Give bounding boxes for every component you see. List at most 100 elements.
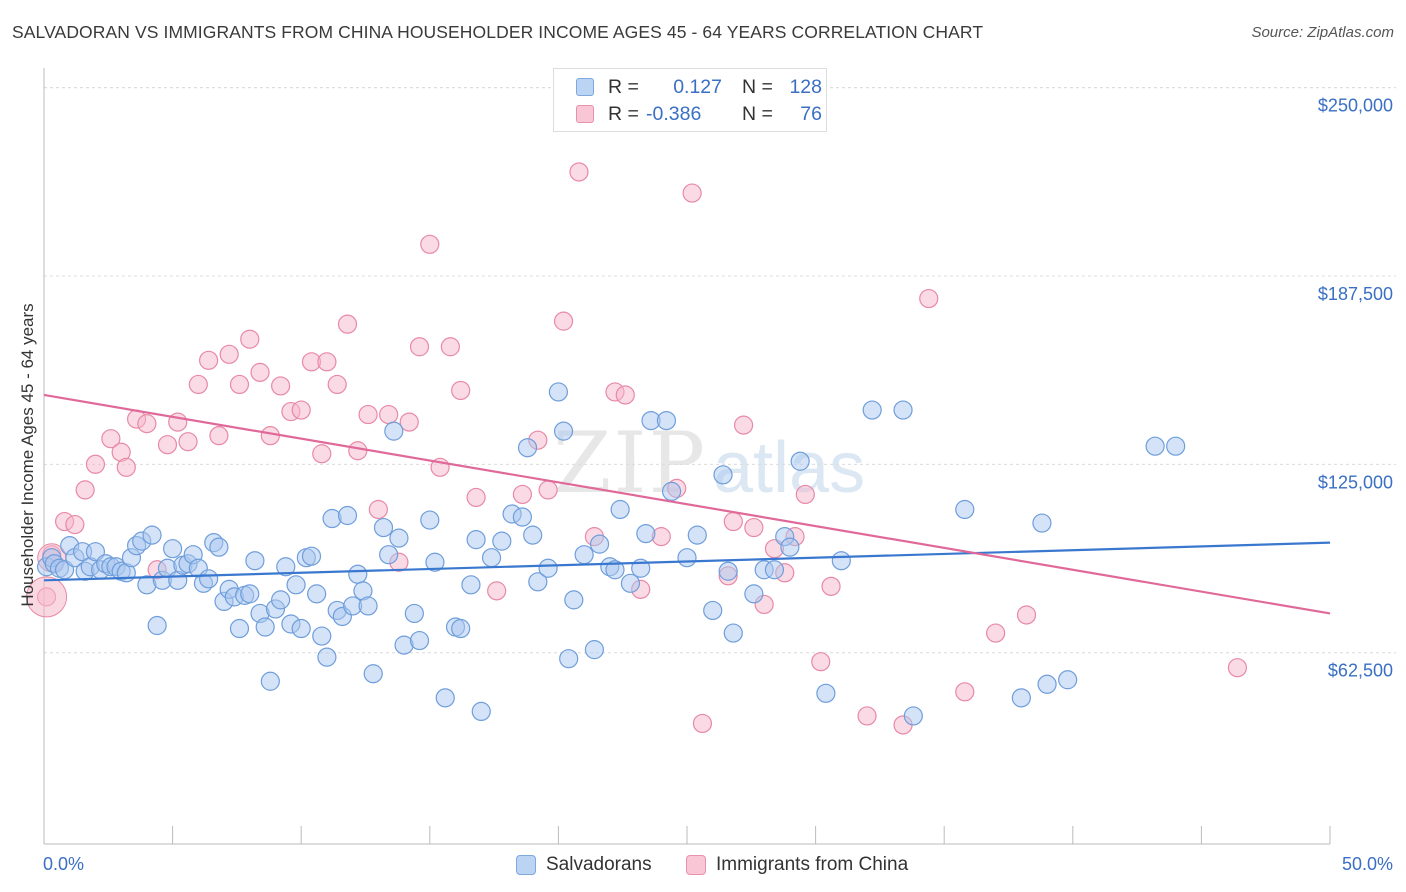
data-point bbox=[559, 649, 579, 669]
bottom-legend-china: Immigrants from China bbox=[686, 852, 908, 878]
data-point bbox=[291, 618, 311, 639]
data-point bbox=[373, 517, 394, 538]
data-point bbox=[744, 584, 764, 604]
bottom-legend-label: Immigrants from China bbox=[716, 854, 909, 875]
data-point bbox=[831, 551, 851, 571]
data-point bbox=[255, 617, 275, 637]
data-point bbox=[687, 525, 707, 545]
data-point bbox=[466, 530, 486, 550]
data-point bbox=[862, 400, 882, 420]
data-point bbox=[85, 454, 106, 474]
data-point bbox=[538, 480, 558, 500]
data-point bbox=[425, 552, 445, 572]
data-point bbox=[1037, 674, 1057, 694]
data-point bbox=[487, 581, 507, 601]
data-point bbox=[1032, 513, 1052, 533]
legend-n-label: N = bbox=[742, 75, 773, 98]
correlation-legend: R = 0.127 N = 128 R = -0.386 N = 76 bbox=[553, 68, 827, 132]
data-point bbox=[723, 623, 743, 643]
data-point bbox=[919, 288, 939, 309]
data-point bbox=[301, 546, 322, 566]
y-tick-label: $62,500 bbox=[1328, 661, 1393, 681]
data-point bbox=[723, 511, 743, 532]
data-point bbox=[605, 560, 625, 580]
data-point bbox=[1166, 436, 1186, 456]
bottom-legend-label: Salvadorans bbox=[546, 854, 652, 875]
watermark-zip: ZIP bbox=[553, 414, 707, 512]
data-point bbox=[692, 713, 713, 734]
data-point bbox=[656, 410, 677, 431]
data-point bbox=[271, 590, 291, 610]
data-point bbox=[615, 385, 635, 405]
watermark-atlas: atlas bbox=[713, 428, 865, 508]
data-point bbox=[199, 569, 219, 589]
data-point bbox=[337, 314, 358, 334]
data-point bbox=[312, 444, 332, 464]
data-point bbox=[523, 525, 543, 545]
data-point bbox=[317, 352, 337, 372]
data-point bbox=[245, 551, 265, 571]
data-point bbox=[260, 426, 280, 446]
data-point bbox=[188, 374, 208, 395]
data-point bbox=[780, 537, 800, 557]
data-point bbox=[101, 429, 121, 449]
data-point bbox=[358, 404, 378, 425]
data-point bbox=[260, 671, 280, 691]
source-label: Source: ZipAtlas.com bbox=[1251, 24, 1394, 41]
data-point bbox=[528, 572, 548, 592]
data-point bbox=[553, 421, 574, 441]
data-point bbox=[795, 484, 815, 505]
data-point bbox=[389, 528, 409, 548]
data-point bbox=[337, 505, 358, 526]
data-point bbox=[199, 350, 219, 370]
data-point bbox=[893, 400, 913, 420]
x-tick-label: 50.0% bbox=[1342, 854, 1393, 874]
legend-swatch-blue bbox=[576, 78, 594, 96]
data-point bbox=[137, 414, 157, 434]
data-point bbox=[564, 590, 584, 610]
data-point bbox=[286, 575, 306, 595]
data-point bbox=[955, 682, 975, 702]
data-point bbox=[584, 640, 605, 660]
data-point bbox=[307, 584, 327, 604]
data-point bbox=[348, 564, 368, 584]
data-point bbox=[589, 534, 610, 554]
data-point bbox=[574, 545, 594, 565]
data-point bbox=[26, 576, 68, 618]
data-point bbox=[420, 510, 440, 530]
data-point bbox=[409, 337, 430, 357]
legend-row-salvadorans: R = 0.127 N = 128 bbox=[576, 74, 822, 100]
data-point bbox=[471, 701, 491, 722]
y-tick-label: $187,500 bbox=[1318, 284, 1393, 304]
data-point bbox=[219, 344, 239, 364]
data-point bbox=[384, 421, 404, 441]
y-tick-label: $125,000 bbox=[1318, 472, 1393, 492]
data-point bbox=[636, 523, 656, 544]
data-point bbox=[322, 508, 342, 529]
data-point bbox=[1016, 605, 1037, 625]
data-point bbox=[1011, 688, 1031, 708]
data-point bbox=[903, 706, 923, 726]
data-point bbox=[538, 558, 558, 578]
data-point bbox=[512, 484, 532, 505]
y-axis-label: Householder Income Ages 45 - 64 years bbox=[18, 303, 37, 606]
data-point bbox=[276, 557, 296, 577]
trend-line-china bbox=[43, 393, 1331, 615]
data-point bbox=[517, 438, 538, 458]
data-point bbox=[116, 457, 136, 477]
data-point bbox=[209, 426, 229, 446]
chart-title: SALVADORAN VS IMMIGRANTS FROM CHINA HOUS… bbox=[12, 22, 984, 42]
data-point bbox=[1145, 436, 1165, 456]
data-point bbox=[399, 412, 419, 432]
data-point bbox=[1058, 670, 1078, 690]
data-point bbox=[620, 573, 641, 593]
data-point bbox=[703, 600, 723, 621]
data-point bbox=[312, 626, 332, 646]
data-point bbox=[348, 441, 368, 461]
data-point bbox=[857, 706, 877, 726]
data-point bbox=[451, 380, 471, 401]
data-point bbox=[610, 499, 630, 520]
data-point bbox=[733, 415, 754, 435]
data-point bbox=[420, 234, 440, 254]
